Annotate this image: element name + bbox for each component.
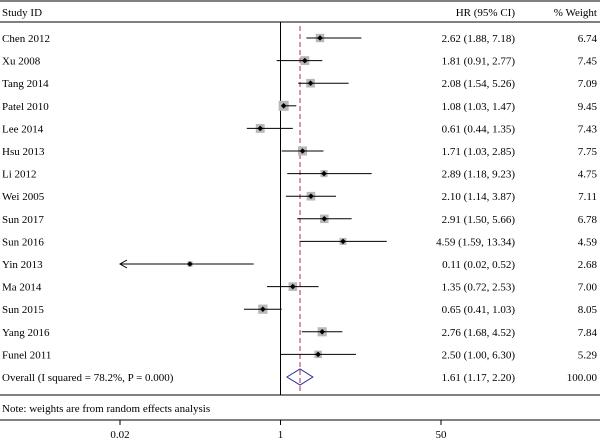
study-label: Ma 2014 bbox=[2, 282, 42, 294]
header-weight: % Weight bbox=[554, 7, 597, 19]
x-tick-label: 50 bbox=[436, 429, 448, 441]
study-weight: 5.29 bbox=[578, 349, 598, 361]
study-label: Hsu 2013 bbox=[2, 146, 45, 158]
point-estimate bbox=[308, 193, 314, 199]
point-estimate bbox=[321, 170, 327, 177]
header-hr: HR (95% CI) bbox=[456, 7, 516, 19]
study-rows: Chen 2012 2.62 (1.88, 7.18) 6.74 Xu 2008 1.8… bbox=[2, 33, 598, 384]
study-weight: 4.59 bbox=[578, 236, 598, 248]
point-estimate bbox=[302, 57, 308, 64]
study-label: Tang 2014 bbox=[2, 78, 49, 90]
study-weight: 7.11 bbox=[578, 191, 597, 203]
point-estimate bbox=[187, 261, 193, 267]
overall-hr-ci: 1.61 (1.17, 2.20) bbox=[442, 372, 516, 384]
study-hr-ci: 0.61 (0.44, 1.35) bbox=[442, 123, 516, 135]
study-hr-ci: 2.76 (1.68, 4.52) bbox=[442, 327, 516, 339]
study-hr-ci: 2.10 (1.14, 3.87) bbox=[442, 191, 516, 203]
study-label: Xu 2008 bbox=[2, 56, 41, 68]
point-estimate bbox=[257, 125, 264, 132]
study-label: Li 2012 bbox=[2, 169, 37, 181]
study-label: Lee 2014 bbox=[2, 123, 44, 135]
study-hr-ci: 2.50 (1.00, 6.30) bbox=[442, 349, 516, 361]
point-estimate bbox=[319, 329, 325, 335]
footnote: Note: weights are from random effects an… bbox=[2, 403, 210, 415]
point-estimate bbox=[280, 103, 287, 109]
plot-marks bbox=[118, 22, 387, 395]
study-weight: 4.75 bbox=[578, 169, 598, 181]
study-weight: 7.00 bbox=[578, 282, 598, 294]
study-weight: 7.43 bbox=[578, 123, 598, 135]
study-hr-ci: 0.65 (0.41, 1.03) bbox=[442, 304, 516, 316]
study-weight: 6.78 bbox=[578, 214, 598, 226]
study-weight: 8.05 bbox=[578, 304, 598, 316]
overall-weight: 100.00 bbox=[567, 372, 598, 384]
x-tick-label: 0.02 bbox=[110, 429, 129, 441]
study-label: Yang 2016 bbox=[2, 327, 50, 339]
study-label: Chen 2012 bbox=[2, 33, 50, 45]
study-hr-ci: 1.35 (0.72, 2.53) bbox=[442, 282, 516, 294]
point-estimate bbox=[315, 351, 321, 358]
header-study-id: Study ID bbox=[2, 7, 42, 19]
study-hr-ci: 2.62 (1.88, 7.18) bbox=[442, 33, 516, 45]
study-hr-ci: 4.59 (1.59, 13.34) bbox=[436, 236, 515, 248]
study-label: Funel 2011 bbox=[2, 349, 51, 361]
point-estimate bbox=[299, 148, 306, 154]
study-hr-ci: 0.11 (0.02, 0.52) bbox=[442, 259, 515, 271]
point-estimate bbox=[321, 216, 328, 222]
study-weight: 7.84 bbox=[578, 327, 598, 339]
point-estimate bbox=[260, 306, 266, 312]
point-estimate bbox=[290, 283, 296, 290]
study-hr-ci: 2.08 (1.54, 5.26) bbox=[442, 78, 516, 90]
x-tick-label: 1 bbox=[278, 429, 284, 441]
study-hr-ci: 1.81 (0.91, 2.77) bbox=[442, 56, 516, 68]
study-hr-ci: 2.89 (1.18, 9.23) bbox=[442, 169, 516, 181]
study-weight: 7.45 bbox=[578, 56, 598, 68]
study-label: Yin 2013 bbox=[2, 259, 43, 271]
study-label: Wei 2005 bbox=[2, 191, 45, 203]
study-label: Patel 2010 bbox=[2, 101, 49, 113]
study-weight: 2.68 bbox=[578, 259, 598, 271]
point-estimate bbox=[317, 35, 323, 41]
x-axis: 0.02 1 50 bbox=[110, 420, 447, 441]
point-estimate bbox=[307, 80, 314, 86]
point-estimate bbox=[340, 238, 346, 245]
study-weight: 7.75 bbox=[578, 146, 598, 158]
study-label: Sun 2015 bbox=[2, 304, 44, 316]
study-hr-ci: 1.71 (1.03, 2.85) bbox=[442, 146, 516, 158]
overall-label: Overall (I squared = 78.2%, P = 0.000) bbox=[2, 372, 174, 384]
study-weight: 7.09 bbox=[578, 78, 598, 90]
study-hr-ci: 1.08 (1.03, 1.47) bbox=[442, 101, 516, 113]
study-hr-ci: 2.91 (1.50, 5.66) bbox=[442, 214, 516, 226]
study-weight: 6.74 bbox=[578, 33, 598, 45]
study-label: Sun 2017 bbox=[2, 214, 44, 226]
ci-truncation-arrow bbox=[118, 259, 128, 269]
study-weight: 9.45 bbox=[578, 101, 598, 113]
study-label: Sun 2016 bbox=[2, 236, 44, 248]
overall-diamond bbox=[285, 368, 314, 386]
